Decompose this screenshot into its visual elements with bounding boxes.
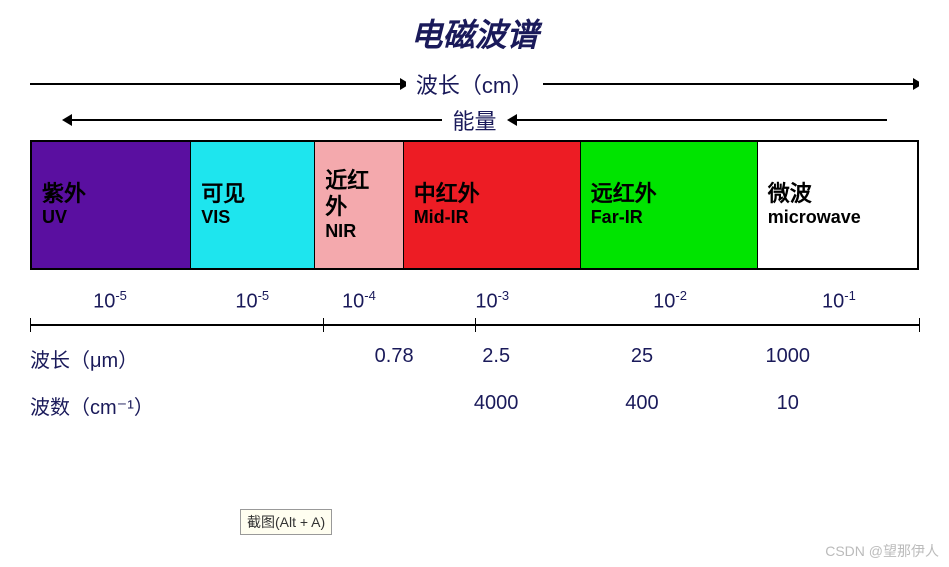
wavelength-um-values: 0.78 2.5 25 1000 [190, 345, 919, 371]
band-label-en: Mid-IR [414, 207, 580, 229]
band-uv: 紫外UV [32, 142, 191, 268]
wavelength-arrow-row: 波长（cm） [30, 68, 919, 100]
cm-scale-value: 10-4 [314, 288, 403, 314]
axis-tick [323, 318, 324, 332]
arrow-left-right [507, 110, 887, 130]
diagram-title: 电磁波谱 [30, 10, 919, 56]
axis-tick [30, 318, 31, 332]
wavenumber-label: 波数（cm⁻¹） [30, 391, 190, 420]
band-nir: 近红外NIR [315, 142, 404, 268]
energy-label: 能量 [452, 104, 496, 136]
um-value: 0.78 [375, 345, 414, 368]
um-value: 2.5 [482, 345, 510, 368]
band-vis: 可见VIS [191, 142, 315, 268]
screenshot-tooltip: 截图(Alt + A) [240, 509, 332, 535]
band-label-cn: 近红外 [325, 168, 403, 221]
band-microwave: 微波microwave [758, 142, 917, 268]
scale-axis-line [30, 324, 919, 326]
wavelength-um-label: 波长（μm） [30, 344, 190, 373]
wavelength-cm-label: 波长（cm） [416, 68, 533, 100]
wavenumber-row: 波数（cm⁻¹） 4000 400 10 [30, 391, 919, 420]
band-label-en: NIR [325, 221, 403, 243]
band-label-cn: 紫外 [42, 181, 190, 207]
cm-scale-row: 10-510-510-410-310-210-1 [30, 288, 919, 314]
arrow-left-left [62, 110, 442, 130]
um-value: 1000 [766, 345, 811, 368]
axis-tick [919, 318, 920, 332]
arrow-right-right [543, 74, 919, 94]
cm-scale-value: 10-1 [759, 288, 919, 314]
band-label-en: UV [42, 207, 190, 229]
arrow-right-left [30, 74, 406, 94]
band-label-en: microwave [768, 207, 917, 229]
band-label-cn: 中红外 [414, 181, 580, 207]
band-label-en: Far-IR [591, 207, 757, 229]
wavenumber-value: 10 [777, 392, 799, 415]
cm-scale-value: 10-2 [581, 288, 759, 314]
um-value: 25 [631, 345, 653, 368]
wavelength-um-row: 波长（μm） 0.78 2.5 25 1000 [30, 344, 919, 373]
axis-tick [475, 318, 476, 332]
band-label-cn: 可见 [201, 181, 314, 207]
wavenumber-values: 4000 400 10 [190, 392, 919, 418]
band-label-cn: 远红外 [591, 181, 757, 207]
wavenumber-value: 400 [625, 392, 658, 415]
cm-scale-value: 10-5 [190, 288, 314, 314]
spectrum-bar: 紫外UV可见VIS近红外NIR中红外Mid-IR远红外Far-IR微波micro… [30, 140, 919, 270]
wavenumber-value: 4000 [474, 392, 519, 415]
watermark: CSDN @望那伊人 [825, 541, 939, 561]
cm-scale-value: 10-5 [30, 288, 190, 314]
band-label-en: VIS [201, 207, 314, 229]
band-mid-ir: 中红外Mid-IR [404, 142, 581, 268]
energy-arrow-row: 能量 [30, 104, 919, 136]
cm-scale-value: 10-3 [403, 288, 581, 314]
band-far-ir: 远红外Far-IR [581, 142, 758, 268]
band-label-cn: 微波 [768, 181, 917, 207]
